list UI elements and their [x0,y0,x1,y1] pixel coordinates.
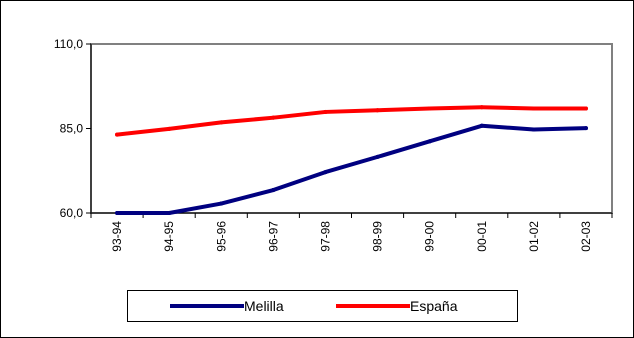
data-point-espana [167,126,172,131]
x-tick-label: 99-00 [423,221,437,252]
line-segment-espana [219,115,276,125]
line-segment-espana [479,105,536,111]
data-point-melilla [531,127,536,132]
x-tick-label: 95-96 [214,221,228,252]
x-axis: 93-94 94-95 95-96 96-97 97-98 98-99 99-00 00-01… [90,212,613,252]
y-tick-label: 85,0 [60,122,84,136]
data-point-espana [427,106,432,111]
data-point-espana [323,109,328,114]
line-segment-melilla [427,123,484,144]
legend-swatch-espana [336,304,410,308]
x-tick-label: 97-98 [318,221,332,252]
legend-label-melilla: Melilla [244,298,284,314]
x-tick-label: 96-97 [266,221,280,252]
data-point-espana [583,106,588,111]
x-tick-label: 98-99 [371,221,385,252]
data-point-espana [375,108,380,113]
data-point-melilla [167,211,172,215]
x-tick-label: 01-02 [527,221,541,252]
data-point-espana [479,105,484,110]
line-segment-melilla [531,126,588,132]
data-point-melilla [219,201,224,206]
y-axis: 110,0 85,0 60,0 [54,37,92,220]
data-point-melilla [115,211,120,215]
legend-item-melilla: Melilla [170,297,284,315]
line-segment-espana [427,105,484,111]
data-point-espana [531,106,536,111]
legend-item-espana: España [336,297,457,315]
line-segment-melilla [323,154,380,175]
line-segment-melilla [479,123,536,132]
data-point-melilla [583,126,588,131]
data-point-espana [271,115,276,120]
y-tick-label: 110,0 [54,37,83,51]
legend-label-espana: España [410,298,458,314]
data-point-espana [219,120,224,125]
y-tick-label: 60,0 [60,206,84,220]
line-segment-espana [323,108,380,114]
data-point-espana [115,132,120,137]
legend: Melilla España [127,290,518,322]
data-point-melilla [427,139,432,144]
line-segment-espana [167,120,224,131]
line-segment-melilla [375,139,432,159]
x-tick-label: 94-95 [162,221,176,252]
legend-swatch-melilla [170,304,244,308]
x-tick-label: 00-01 [475,221,489,252]
series-layer [115,105,588,215]
series-melilla [115,123,588,215]
line-segment-espana [271,109,328,120]
line-segment-melilla [219,188,276,206]
line-segment-melilla [167,201,224,215]
line-segment-espana [375,106,432,113]
data-point-melilla [479,123,484,128]
data-point-melilla [271,188,276,193]
data-point-melilla [375,154,380,159]
line-segment-melilla [271,170,328,193]
data-point-melilla [323,170,328,175]
series-espana [115,105,588,137]
line-segment-espana [115,126,172,137]
x-tick-label: 02-03 [579,221,593,252]
x-tick-label: 93-94 [110,221,124,252]
